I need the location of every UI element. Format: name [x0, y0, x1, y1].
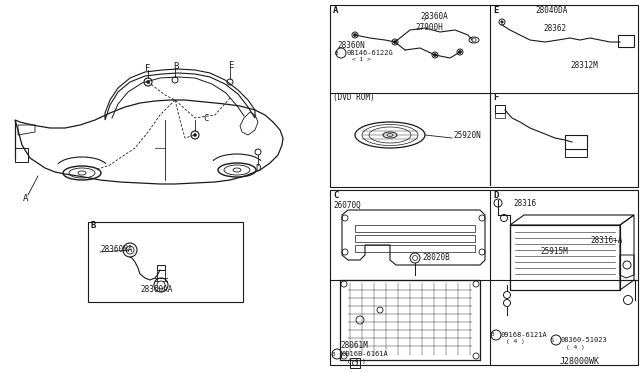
Text: 25915M: 25915M [540, 247, 568, 257]
Circle shape [352, 32, 358, 38]
Text: (DVD ROM): (DVD ROM) [333, 93, 374, 102]
Text: B: B [90, 221, 95, 230]
Text: 08360-51023: 08360-51023 [561, 337, 608, 343]
Circle shape [432, 52, 438, 58]
Circle shape [126, 246, 134, 254]
Bar [355, 225, 475, 232]
Circle shape [353, 33, 356, 36]
Circle shape [193, 134, 196, 137]
Bar [495, 105, 505, 113]
Text: < 1 >: < 1 > [352, 57, 371, 61]
Text: F: F [493, 93, 499, 102]
Text: 25920N: 25920N [453, 131, 481, 140]
Bar [618, 35, 634, 47]
Text: ( 4 ): ( 4 ) [347, 359, 365, 363]
Text: 28360A: 28360A [420, 12, 448, 20]
Bar [565, 149, 587, 157]
Circle shape [413, 256, 417, 260]
Text: S: S [550, 337, 554, 343]
Text: J28000WK: J28000WK [560, 357, 600, 366]
Text: 08146-6122G: 08146-6122G [347, 50, 394, 56]
Circle shape [433, 54, 436, 57]
Text: 09168-6121A: 09168-6121A [501, 332, 548, 338]
Text: 26070Q: 26070Q [333, 201, 361, 209]
Bar [355, 235, 475, 242]
Circle shape [500, 21, 503, 23]
Text: 28040DA: 28040DA [535, 6, 568, 15]
Circle shape [392, 39, 398, 45]
Text: ( 4 ): ( 4 ) [566, 346, 585, 350]
Text: 27900H: 27900H [415, 22, 443, 32]
Text: B: B [334, 51, 338, 55]
Text: 0B16B-6161A: 0B16B-6161A [342, 351, 388, 357]
Text: 28360N: 28360N [337, 41, 365, 49]
Text: ( 4 ): ( 4 ) [506, 340, 525, 344]
Bar [495, 113, 505, 118]
Bar [88, 222, 243, 302]
Text: 28312M: 28312M [570, 61, 598, 70]
Text: B: B [332, 352, 335, 356]
Text: E: E [493, 6, 499, 15]
Text: E: E [228, 61, 234, 70]
Text: C: C [203, 113, 209, 122]
Text: C: C [333, 190, 339, 199]
Bar [330, 5, 638, 187]
Text: D: D [255, 164, 260, 173]
Text: A: A [333, 6, 339, 15]
Text: 28316: 28316 [513, 199, 536, 208]
Bar [157, 265, 165, 270]
Text: A: A [23, 193, 28, 202]
Circle shape [157, 281, 165, 289]
Text: 28360NA: 28360NA [100, 246, 132, 254]
Text: 28316+A: 28316+A [590, 235, 622, 244]
Text: D: D [493, 190, 499, 199]
Text: B: B [490, 333, 493, 337]
Circle shape [499, 19, 505, 25]
Text: 28020B: 28020B [422, 253, 450, 263]
Bar [340, 280, 480, 360]
Text: 28360AA: 28360AA [140, 285, 172, 294]
Bar [510, 225, 620, 290]
Bar [565, 135, 587, 149]
Bar [330, 190, 638, 365]
Circle shape [147, 80, 150, 83]
Text: 28362: 28362 [543, 23, 566, 32]
Circle shape [472, 38, 476, 42]
Circle shape [394, 41, 397, 44]
Bar [355, 245, 475, 252]
Text: B: B [173, 61, 179, 71]
Circle shape [457, 49, 463, 55]
Text: F: F [145, 64, 150, 73]
Circle shape [458, 51, 461, 54]
Text: 28061M: 28061M [340, 340, 368, 350]
